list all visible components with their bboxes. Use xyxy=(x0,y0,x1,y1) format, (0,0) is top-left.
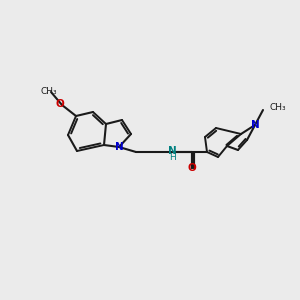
Text: O: O xyxy=(188,163,196,173)
Text: N: N xyxy=(168,146,176,156)
Text: H: H xyxy=(169,154,176,163)
Text: CH₃: CH₃ xyxy=(269,103,286,112)
Text: N: N xyxy=(250,120,260,130)
Text: O: O xyxy=(56,99,64,109)
Text: CH₃: CH₃ xyxy=(41,86,57,95)
Text: N: N xyxy=(115,142,123,152)
